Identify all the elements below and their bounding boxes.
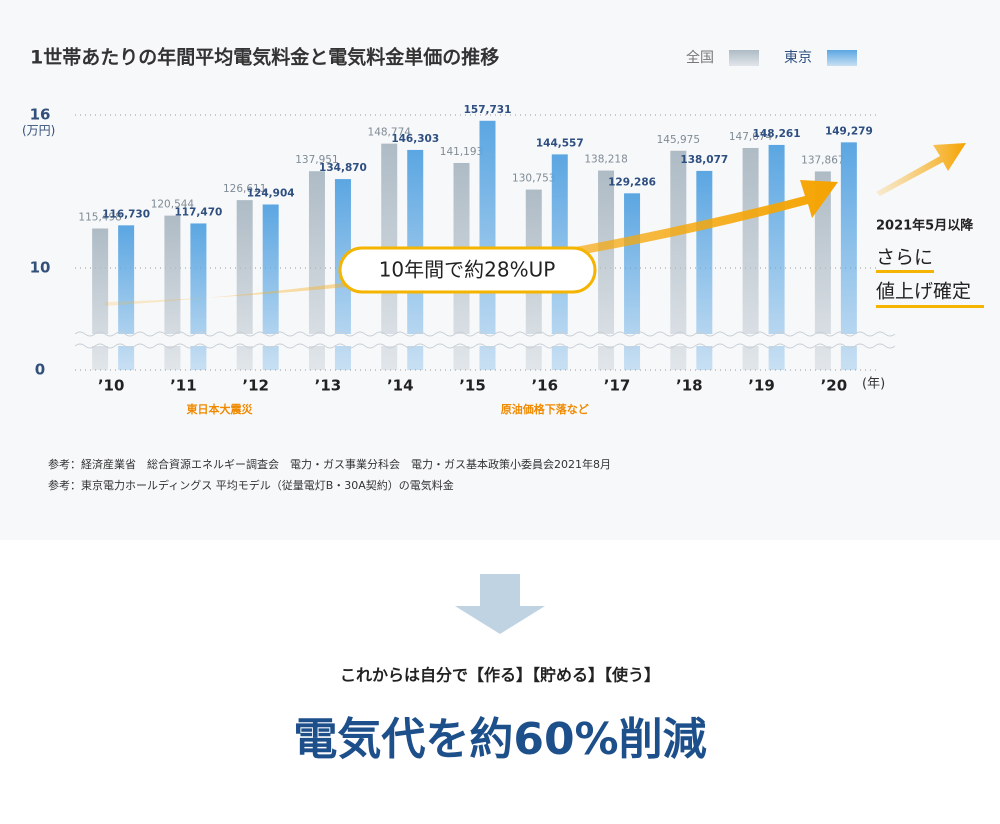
value-label: 124,904 <box>247 187 295 199</box>
value-label: 129,286 <box>608 176 656 188</box>
source: 参考：東京電力ホールディングス 平均モデル（従量電灯B・30A契約）の電気料金 <box>48 478 454 492</box>
value-label: 149,279 <box>825 125 873 137</box>
y-tick-label: 16 <box>30 106 51 124</box>
value-label: 157,731 <box>464 104 512 116</box>
axis-break-line <box>74 343 896 349</box>
bar <box>814 171 831 370</box>
value-label: 138,077 <box>680 154 728 166</box>
bar <box>742 147 759 370</box>
bar <box>92 228 109 370</box>
x-tick-label: ’11 <box>170 377 197 395</box>
callout-box <box>338 246 597 294</box>
bar <box>118 225 135 370</box>
value-label: 148,261 <box>753 128 801 140</box>
source: 参考：経済産業省 総合資源エネルギー調査会 電力・ガス事業分科会 電力・ガス基本… <box>48 457 611 471</box>
x-tick-label: ’20 <box>821 377 848 395</box>
value-label: 134,870 <box>319 162 367 174</box>
underline <box>876 305 984 308</box>
side-note-line: 値上げ確定 <box>876 281 971 303</box>
down-arrow <box>455 574 545 634</box>
bar <box>479 120 496 370</box>
value-label: 137,867 <box>801 154 844 166</box>
x-tick-label: ’13 <box>315 377 342 395</box>
value-label: 130,753 <box>512 173 555 185</box>
headline: 電気代を約60%削減 <box>293 714 706 765</box>
bar <box>190 223 207 370</box>
legend-label: 東京 <box>784 50 812 66</box>
y-axis-unit: (万円) <box>22 124 55 138</box>
x-tick-label: ’18 <box>676 377 703 395</box>
value-label: 145,975 <box>657 134 700 146</box>
callout: 10年間で約28%UP <box>379 258 556 282</box>
x-tick-label: ’15 <box>459 377 486 395</box>
x-tick-label: ’16 <box>531 377 558 395</box>
value-label: 148,774 <box>368 127 412 139</box>
value-label: 137,951 <box>295 154 338 166</box>
x-axis-unit: (年) <box>862 377 885 392</box>
value-label: 116,730 <box>102 208 150 220</box>
x-tick-label: ’14 <box>387 377 414 395</box>
legend-label: 全国 <box>686 49 714 66</box>
x-tick-label: ’19 <box>748 377 775 395</box>
y-tick-label: 10 <box>30 259 51 277</box>
value-label: 147,074 <box>729 131 773 143</box>
bar <box>236 200 253 370</box>
bar <box>840 142 857 370</box>
legend-swatch <box>827 50 857 66</box>
side-note-line: さらに <box>876 247 933 269</box>
value-label: 146,303 <box>391 133 439 145</box>
legend-swatch <box>729 50 759 66</box>
lead-text: これからは自分で【作る】【貯める】【使う】 <box>340 666 660 685</box>
bar <box>598 170 615 370</box>
y-tick-label: 0 <box>35 361 45 379</box>
annotation: 東日本大震災 <box>187 402 254 416</box>
bar <box>262 204 279 370</box>
trend-arrow <box>876 143 966 196</box>
value-label: 141,193 <box>440 146 483 158</box>
bar <box>768 144 785 370</box>
axis-break <box>75 334 880 346</box>
value-label: 126,611 <box>223 183 266 195</box>
x-tick-label: ’12 <box>242 377 269 395</box>
x-tick-label: ’10 <box>98 377 125 395</box>
value-label: 115,498 <box>78 211 121 223</box>
x-tick-label: ’17 <box>604 377 631 395</box>
bar <box>308 171 325 370</box>
bar <box>164 215 181 370</box>
value-label: 138,218 <box>584 154 627 166</box>
value-label: 120,544 <box>151 199 195 211</box>
underline <box>876 270 934 273</box>
annotation: 原油価格下落など <box>501 402 589 416</box>
value-label: 144,557 <box>536 137 584 149</box>
bar <box>670 150 687 370</box>
value-label: 117,470 <box>174 206 222 218</box>
chart-title: 1世帯あたりの年間平均電気料金と電気料金単価の推移 <box>30 46 499 69</box>
axis-break-line <box>74 331 896 337</box>
side-note-date: 2021年5月以降 <box>876 218 974 234</box>
